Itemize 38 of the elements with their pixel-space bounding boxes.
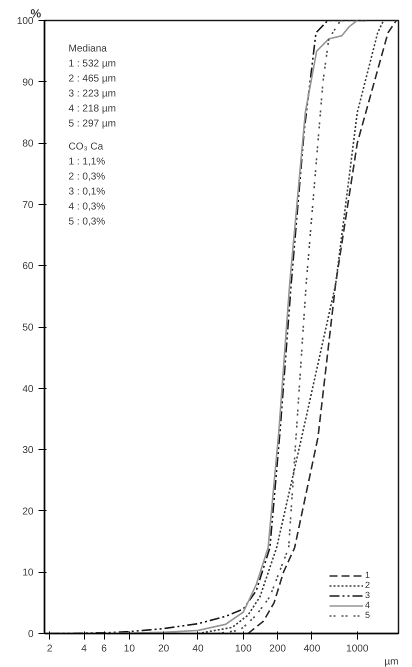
annotation: 5 : 0,3%: [68, 216, 106, 228]
y-tick-label: 90: [22, 77, 34, 88]
x-tick-label: 40: [192, 644, 204, 654]
y-tick-label: 50: [22, 322, 34, 334]
x-tick-label: 200: [269, 644, 286, 654]
annotation: 5 : 297 µm: [68, 118, 116, 130]
legend-label: 4: [365, 600, 372, 610]
legend-label: 2: [365, 580, 372, 590]
y-tick-label: 80: [22, 138, 34, 150]
y-tick-label: 40: [22, 384, 34, 395]
y-tick-label: 60: [22, 261, 34, 272]
x-tick-label: 400: [304, 644, 321, 654]
annotation: 3 : 0,1%: [68, 186, 106, 198]
x-tick-label: 20: [158, 644, 170, 654]
legend-label: 3: [365, 590, 372, 600]
annotation: 4 : 0,3%: [68, 202, 106, 212]
y-tick-label: 20: [22, 506, 34, 518]
annotation: CO₃ Ca: [68, 142, 104, 152]
x-tick-label: 4: [81, 644, 88, 654]
y-tick-label: 30: [22, 445, 34, 456]
x-tick-label: 2: [46, 644, 53, 654]
legend-label: 1: [365, 570, 372, 580]
y-tick-label: 70: [22, 200, 34, 211]
annotation: 1 : 532 µm: [68, 58, 116, 70]
x-tick-label: 100: [234, 644, 252, 654]
annotation: 2 : 465 µm: [68, 74, 116, 84]
y-tick-label: 10: [22, 568, 34, 579]
x-tick-label: 1000: [346, 644, 369, 654]
y-tick-label: 0: [28, 629, 34, 640]
legend-label: 5: [365, 610, 372, 620]
annotation: 4 : 218 µm: [68, 104, 116, 114]
x-tick-label: 6: [101, 644, 108, 654]
annotation: 2 : 0,3%: [68, 172, 106, 182]
annotation: 1 : 1,1%: [68, 156, 106, 168]
x-axis-title: µm: [384, 656, 398, 667]
annotation: Mediana: [68, 44, 108, 54]
x-tick-label: 10: [124, 644, 136, 654]
annotation: 3 : 223 µm: [68, 88, 116, 100]
